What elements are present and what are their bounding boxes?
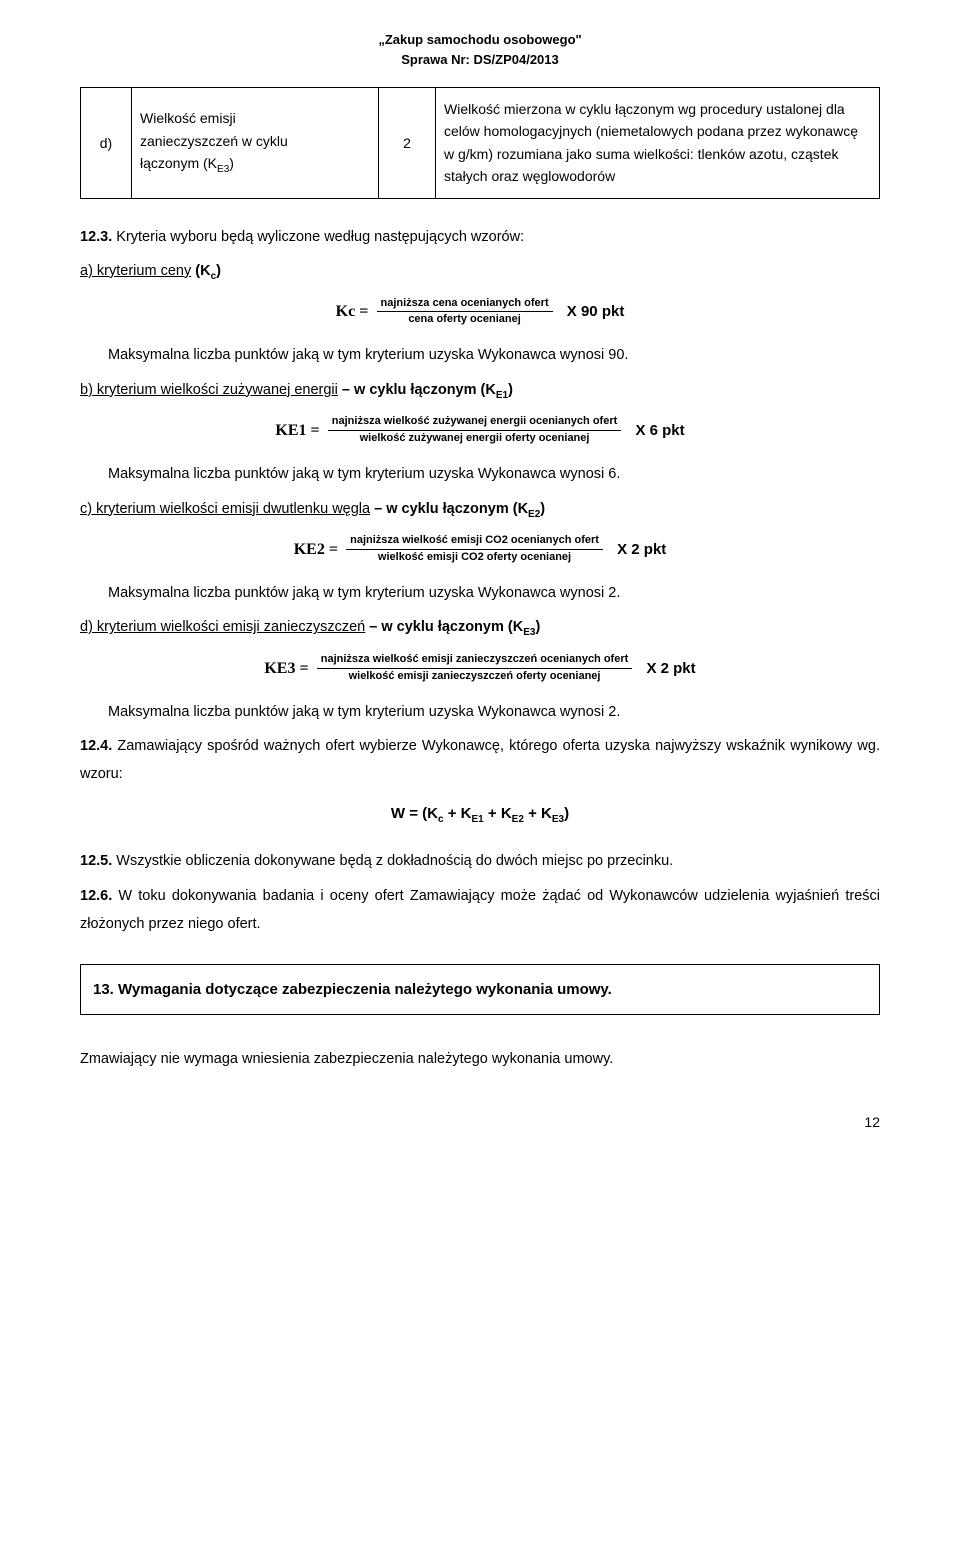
criterion-c-intro: c) kryterium wielkości emisji dwutlenku … [80,495,880,524]
crit-d-paren: – w cyklu łączonym (K [365,619,523,635]
ke3-rhs: X 2 pkt [640,660,695,677]
para-text: Wszystkie obliczenia dokonywane będą z d… [112,853,673,869]
paragraph-12-3: 12.3. Kryteria wyboru będą wyliczone wed… [80,223,880,251]
ke1-numerator: najniższa wielkość zużywanej energii oce… [328,415,621,431]
crit-c-underline: wielkości emisji dwutlenku węgla [160,501,370,517]
ke2-rhs: X 2 pkt [611,541,666,558]
kc-lhs: Kc = [336,303,369,320]
crit-d-underline: wielkości emisji zanieczyszczeń [161,619,366,635]
crit-a-close: ) [216,263,221,279]
kc-denominator: cena oferty ocenianej [377,312,553,327]
ke3-fraction: najniższa wielkość emisji zanieczyszczeń… [313,653,637,684]
crit-d-max: Maksymalna liczba punktów jaką w tym kry… [80,698,880,726]
crit-c-max: Maksymalna liczba punktów jaką w tym kry… [80,579,880,607]
ke3-numerator: najniższa wielkość emisji zanieczyszczeń… [317,653,633,669]
crit-b-prefix: b) kryterium [80,382,161,398]
ke1-rhs: X 6 pkt [629,422,684,439]
para-num: 12.5. [80,853,112,869]
crit-d-prefix: d) kryterium [80,619,161,635]
ke2-lhs: KE2 = [294,541,338,558]
criteria-table: d) Wielkość emisji zanieczyszczeń w cykl… [80,87,880,199]
table-row: d) Wielkość emisji zanieczyszczeń w cykl… [81,88,880,199]
paragraph-12-4: 12.4. Zamawiający spośród ważnych ofert … [80,732,880,789]
paragraph-12-5: 12.5. Wszystkie obliczenia dokonywane bę… [80,847,880,875]
header-line1: „Zakup samochodu osobowego" [378,32,581,47]
criterion-d-intro: d) kryterium wielkości emisji zanieczysz… [80,613,880,642]
formula-ke3: KE3 = najniższa wielkość emisji zanieczy… [80,653,880,684]
final-formula: W = (Kc + KE1 + KE2 + KE3) [80,799,880,830]
para-num: 12.6. [80,888,112,904]
ke2-numerator: najniższa wielkość emisji CO2 ocenianych… [346,534,603,550]
para-text: W toku dokonywania badania i oceny ofert… [80,888,880,932]
row-name-line2: zanieczyszczeń w cyklu [140,133,288,149]
row-name-line1: Wielkość emisji [140,110,236,126]
paragraph-12-6: 12.6. W toku dokonywania badania i oceny… [80,882,880,939]
row-name-sub: E3 [217,164,229,175]
ke1-fraction: najniższa wielkość zużywanej energii oce… [324,415,625,446]
row-weight-cell: 2 [379,88,436,199]
row-name-line3: łączonym (K [140,155,217,171]
header-line2: Sprawa Nr: DS/ZP04/2013 [401,52,559,67]
para-text: Kryteria wyboru będą wyliczone według na… [112,229,524,245]
ke3-denominator: wielkość emisji zanieczyszczeń oferty oc… [317,669,633,684]
page-number: 12 [80,1114,880,1130]
crit-a-underline: ceny [161,263,192,279]
para-num: 12.4. [80,738,112,754]
para-text: Zamawiający spośród ważnych ofert wybier… [80,738,880,782]
kc-fraction: najniższa cena ocenianych ofert cena ofe… [373,297,557,328]
crit-b-underline: wielkości zużywanej energii [161,382,338,398]
ke3-lhs: KE3 = [264,660,308,677]
row-name-close: ) [229,155,234,171]
crit-c-sub: E2 [528,508,540,519]
section-13-body: Zmawiający nie wymaga wniesienia zabezpi… [80,1045,880,1073]
para-num: 12.3. [80,229,112,245]
formula-ke2: KE2 = najniższa wielkość emisji CO2 ocen… [80,534,880,565]
formula-ke1: KE1 = najniższa wielkość zużywanej energ… [80,415,880,446]
crit-b-close: ) [508,382,513,398]
kc-numerator: najniższa cena ocenianych ofert [377,297,553,313]
document-page: „Zakup samochodu osobowego" Sprawa Nr: D… [0,0,960,1170]
crit-b-sub: E1 [496,390,508,401]
ke1-denominator: wielkość zużywanej energii oferty ocenia… [328,431,621,446]
crit-a-paren: (K [191,263,210,279]
crit-c-prefix: c) kryterium [80,501,160,517]
crit-d-sub: E3 [523,627,535,638]
crit-b-max: Maksymalna liczba punktów jaką w tym kry… [80,460,880,488]
ke2-fraction: najniższa wielkość emisji CO2 ocenianych… [342,534,607,565]
criterion-a-intro: a) kryterium ceny (Kc) [80,257,880,286]
document-body: 12.3. Kryteria wyboru będą wyliczone wed… [80,223,880,1074]
criterion-b-intro: b) kryterium wielkości zużywanej energii… [80,376,880,405]
document-header: „Zakup samochodu osobowego" Sprawa Nr: D… [80,30,880,69]
crit-b-paren: – w cyklu łączonym (K [338,382,496,398]
row-name-cell: Wielkość emisji zanieczyszczeń w cyklu ł… [132,88,379,199]
row-id-cell: d) [81,88,132,199]
section-13-heading: 13. Wymagania dotyczące zabezpieczenia n… [80,964,880,1015]
kc-rhs: X 90 pkt [561,303,625,320]
ke2-denominator: wielkość emisji CO2 oferty ocenianej [346,550,603,565]
formula-kc: Kc = najniższa cena ocenianych ofert cen… [80,296,880,327]
crit-c-paren: – w cyklu łączonym (K [370,501,528,517]
crit-a-prefix: a) kryterium [80,263,161,279]
crit-c-close: ) [540,501,545,517]
row-desc-cell: Wielkość mierzona w cyklu łączonym wg pr… [436,88,880,199]
crit-a-max: Maksymalna liczba punktów jaką w tym kry… [80,341,880,369]
ke1-lhs: KE1 = [275,422,319,439]
crit-d-close: ) [535,619,540,635]
